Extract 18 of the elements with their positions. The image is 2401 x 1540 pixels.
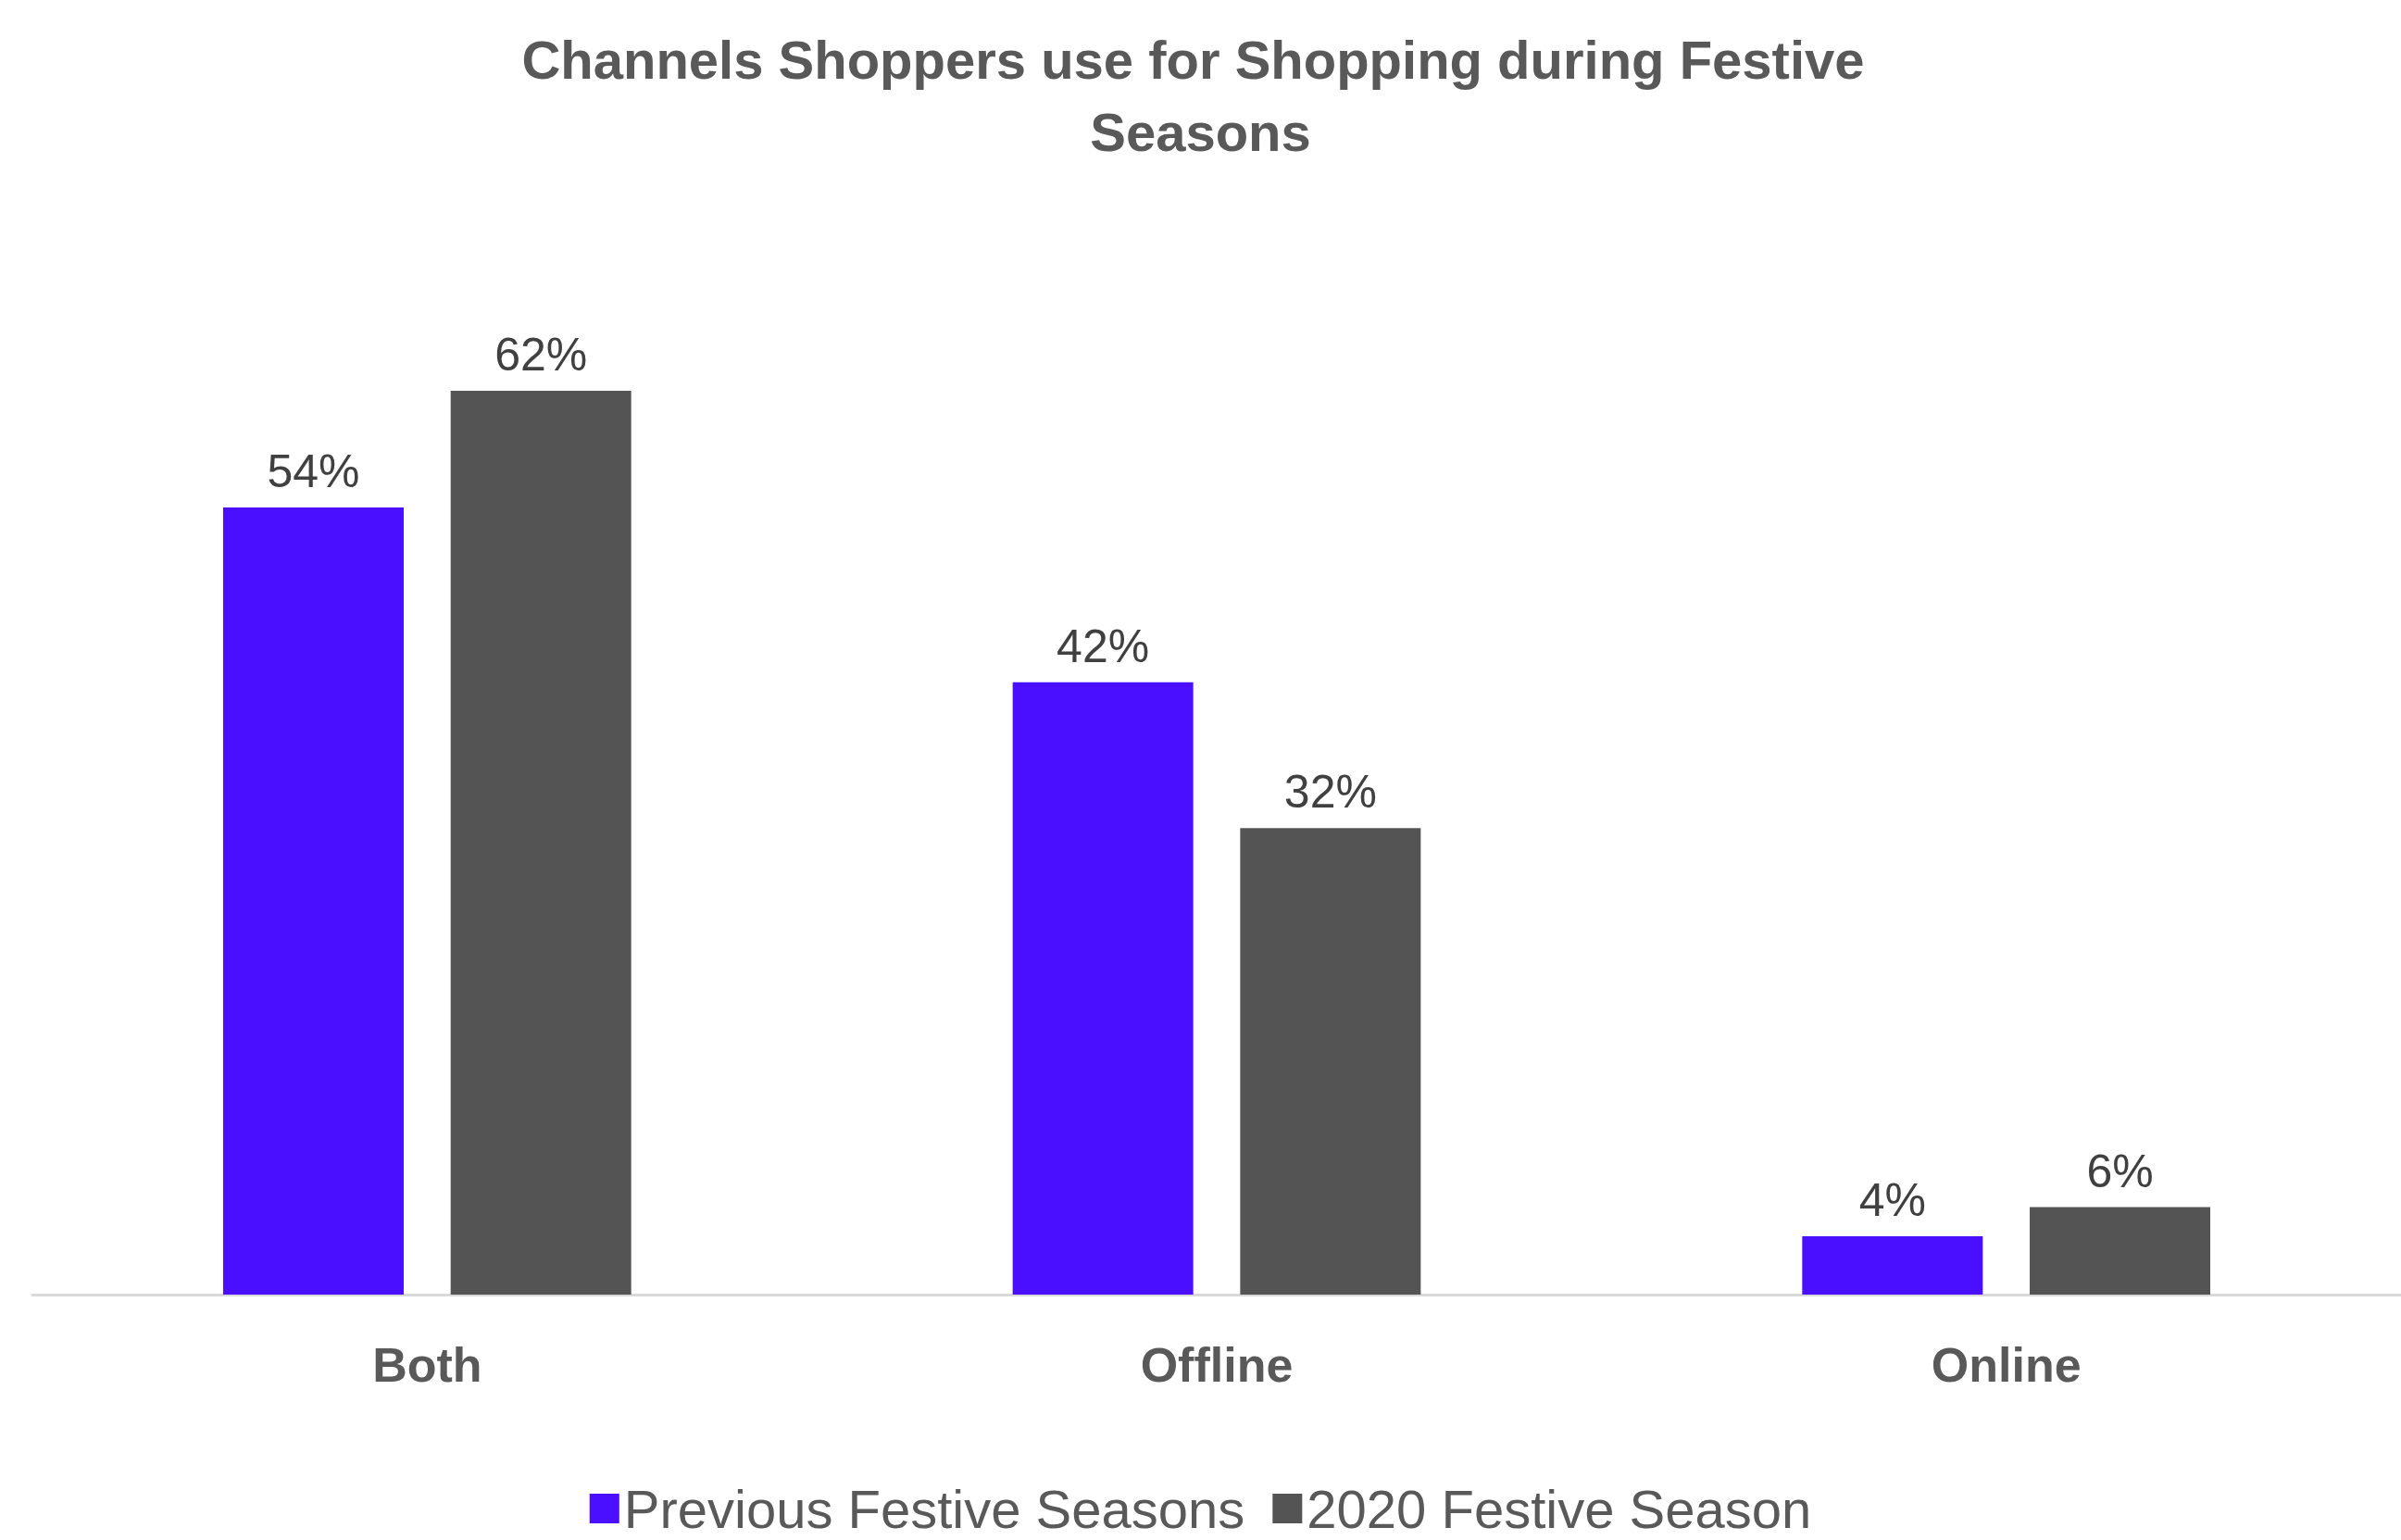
x-tick-label: Both [372,1338,482,1392]
data-label: 4% [1858,1174,1926,1227]
bar [1240,828,1421,1295]
bar [450,390,632,1295]
data-label: 42% [1057,620,1150,672]
data-label: 6% [2086,1145,2154,1197]
x-tick-label: Offline [1140,1338,1294,1392]
legend-label: 2020 Festive Season [1307,1478,1812,1539]
data-label: 32% [1283,766,1377,819]
x-tick-label: Online [1931,1338,2082,1392]
bar [1802,1236,1983,1295]
data-label: 62% [494,328,588,381]
legend-label: Previous Festive Seasons [623,1478,1245,1539]
data-label: 54% [267,444,360,497]
chart-title: Channels Shoppers use for Shopping during Festive Seasons [521,29,1880,162]
bar [1012,682,1194,1295]
bar [2030,1207,2211,1295]
bar [222,507,404,1295]
